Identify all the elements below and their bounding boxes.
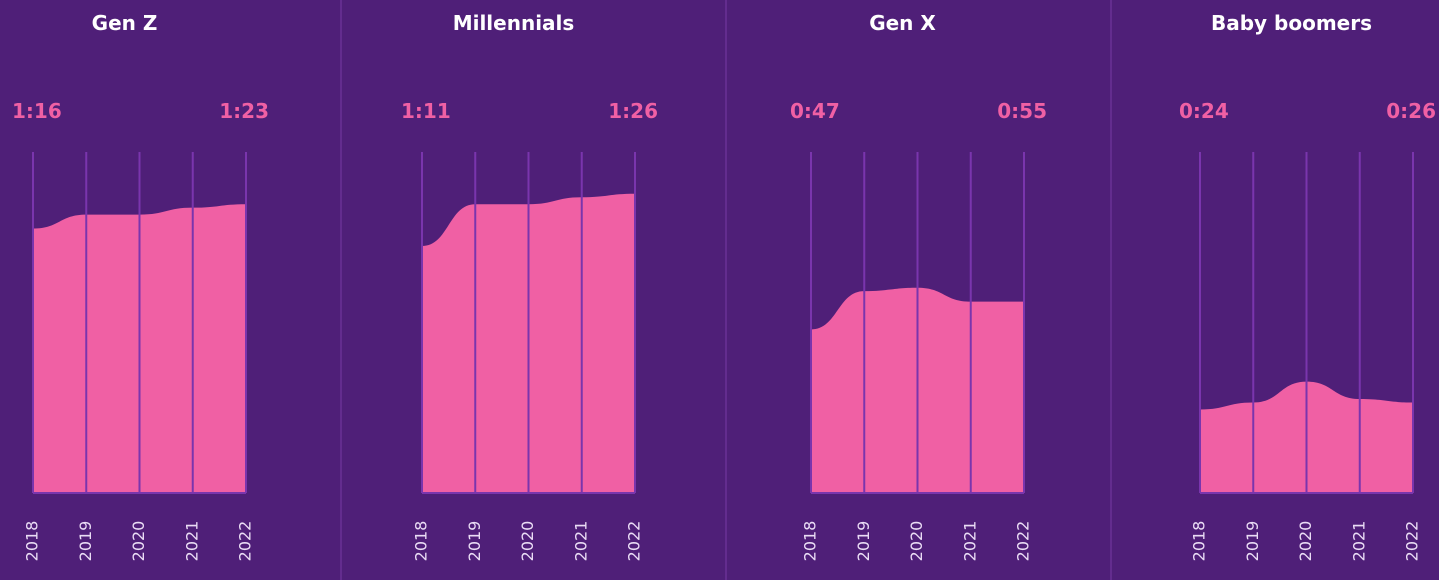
- panel-title: Baby boomers: [1211, 11, 1372, 35]
- x-tick-label: 2022: [1403, 521, 1422, 562]
- x-tick-label: 2021: [182, 521, 201, 562]
- x-tick-label: 2020: [907, 521, 926, 562]
- x-tick-label: 2022: [625, 521, 644, 562]
- x-tick-label: 2022: [1014, 521, 1033, 562]
- x-tick-label: 2021: [960, 521, 979, 562]
- x-tick-label: 2022: [236, 521, 255, 562]
- panel-title: Gen X: [869, 11, 936, 35]
- x-tick-label: 2018: [801, 521, 820, 562]
- value-label: 1:26: [608, 99, 658, 123]
- x-tick-label: 2019: [76, 521, 95, 562]
- x-tick-label: 2018: [1190, 521, 1209, 562]
- value-label: 0:47: [790, 99, 840, 123]
- x-tick-label: 2019: [465, 521, 484, 562]
- x-tick-label: 2018: [412, 521, 431, 562]
- x-tick-label: 2021: [571, 521, 590, 562]
- value-label: 0:24: [1179, 99, 1229, 123]
- value-label: 0:55: [997, 99, 1047, 123]
- x-tick-label: 2019: [854, 521, 873, 562]
- value-label: 1:16: [12, 99, 62, 123]
- x-tick-label: 2018: [23, 521, 42, 562]
- x-tick-label: 2020: [1296, 521, 1315, 562]
- value-label: 1:23: [219, 99, 269, 123]
- panel-title: Gen Z: [92, 11, 158, 35]
- value-label: 1:11: [401, 99, 451, 123]
- x-tick-label: 2020: [518, 521, 537, 562]
- x-tick-label: 2019: [1243, 521, 1262, 562]
- value-label: 0:26: [1386, 99, 1436, 123]
- x-tick-label: 2020: [129, 521, 148, 562]
- x-tick-label: 2021: [1349, 521, 1368, 562]
- panel-title: Millennials: [453, 11, 575, 35]
